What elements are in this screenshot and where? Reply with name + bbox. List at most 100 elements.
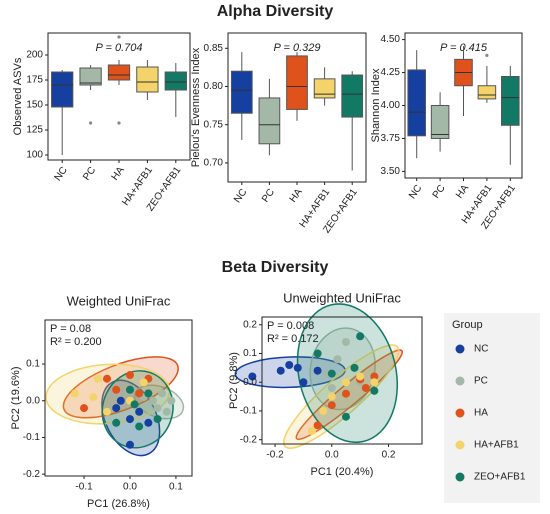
y-tick-label: 4.00 [381, 100, 401, 111]
point [70, 389, 79, 398]
annotation: P = 0.008 [267, 320, 314, 332]
y-axis-label: Observed ASVs [12, 57, 24, 135]
x-tick-label: PC [431, 183, 448, 201]
point [144, 418, 153, 427]
point [130, 400, 139, 409]
y-tick-label: 0.70 [204, 158, 224, 169]
point [125, 371, 134, 380]
box [477, 85, 497, 100]
annotation: P = 0.08 [50, 323, 91, 335]
y-axis-label: PC2 (9.8%) [228, 352, 240, 409]
plot-frame [44, 319, 193, 477]
section-title: Beta Diversity [222, 259, 329, 276]
point [341, 378, 350, 387]
y-tick-label: 125 [26, 125, 43, 136]
x-tick-label: 0.1 [169, 482, 183, 493]
y-tick-label: 0.80 [204, 81, 224, 92]
point [327, 369, 336, 378]
point [103, 374, 112, 383]
point [299, 378, 308, 387]
box [107, 64, 131, 81]
y-tick-label: 100 [26, 150, 43, 161]
point [112, 418, 121, 427]
point [89, 393, 98, 402]
legend-marker [455, 472, 465, 482]
x-tick-label: HA [110, 165, 127, 183]
point [350, 363, 359, 372]
legend-label: NC [474, 344, 488, 355]
box [164, 71, 187, 91]
point [158, 389, 167, 398]
y-tick-label: 0.2 [243, 319, 257, 330]
point [153, 404, 162, 413]
point [125, 385, 134, 394]
y-tick-label: 3.75 [381, 133, 401, 144]
point [313, 349, 322, 358]
point [112, 404, 121, 413]
x-tick-label: NC [407, 183, 424, 201]
box [258, 97, 281, 145]
legend-title: Group [452, 319, 483, 331]
point [112, 385, 121, 394]
box [407, 69, 426, 137]
legend-label: HA+AFB1 [474, 440, 519, 451]
x-axis-label: PC1 (20.4%) [311, 466, 374, 478]
box [79, 67, 102, 86]
point [356, 372, 365, 381]
legend-label: PC [474, 376, 488, 387]
outlier [117, 121, 121, 125]
y-tick-label: -0.2 [23, 469, 41, 480]
y-tick-label: 0.1 [26, 359, 40, 370]
point [116, 396, 125, 405]
point [125, 440, 134, 449]
x-tick-label: 0.2 [382, 450, 396, 461]
box [341, 74, 364, 118]
point [370, 372, 379, 381]
y-tick-label: 4.25 [381, 67, 401, 78]
point [125, 415, 134, 424]
point [144, 389, 153, 398]
point [93, 374, 102, 383]
y-tick-label: 0.75 [204, 119, 224, 130]
section-title: Alpha Diversity [217, 3, 334, 20]
point [333, 355, 342, 364]
x-tick-label: HA [454, 183, 471, 201]
point [356, 332, 365, 341]
x-tick-label: NC [53, 165, 70, 183]
x-tick-label: PC [81, 165, 98, 183]
outlier [485, 53, 489, 58]
chart-title: Weighted UniFrac [67, 293, 171, 308]
x-axis-label: PC1 (26.8%) [87, 498, 150, 510]
box [51, 71, 74, 108]
chart-title: Unweighted UniFrac [283, 290, 401, 305]
annotation: P = 0.329 [274, 42, 321, 54]
y-tick-label: -0.1 [23, 432, 41, 443]
point [370, 378, 379, 387]
confidence-ellipse [283, 344, 400, 449]
point [285, 360, 294, 369]
y-axis-label: PC2 (19.6%) [10, 367, 22, 430]
box [230, 70, 253, 114]
y-tick-label: 175 [26, 75, 43, 86]
outlier [89, 121, 93, 125]
point [135, 407, 144, 416]
y-tick-label: 3.50 [381, 166, 401, 177]
point [370, 386, 379, 395]
point [103, 407, 112, 416]
y-axis-label: Shannon Index [370, 68, 382, 143]
point [135, 422, 144, 431]
point [248, 372, 257, 381]
point [341, 337, 350, 346]
point [148, 396, 157, 405]
plot-frame [261, 316, 423, 445]
point [153, 415, 162, 424]
point [319, 406, 328, 415]
point [341, 412, 350, 421]
x-tick-label: 0.0 [325, 450, 339, 461]
legend-marker [455, 440, 465, 450]
x-tick-label: -0.1 [75, 482, 93, 493]
point [341, 389, 350, 398]
legend-marker [455, 408, 465, 418]
